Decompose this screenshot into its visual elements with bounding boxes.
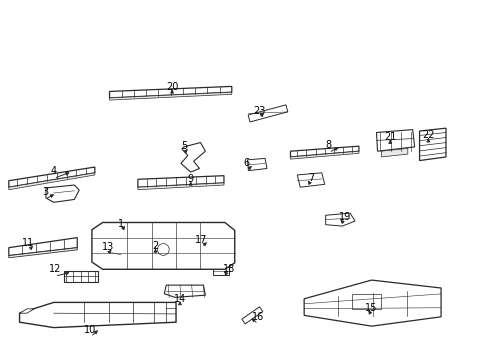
Text: 22: 22 — [421, 130, 434, 140]
Text: 17: 17 — [195, 235, 207, 245]
Polygon shape — [92, 222, 234, 269]
Text: 9: 9 — [187, 174, 193, 184]
Polygon shape — [290, 151, 358, 159]
Polygon shape — [9, 167, 95, 187]
Polygon shape — [376, 130, 414, 151]
Text: 13: 13 — [101, 242, 114, 252]
Text: 2: 2 — [152, 241, 158, 251]
Text: 21: 21 — [383, 132, 396, 142]
Text: 15: 15 — [365, 303, 377, 313]
Polygon shape — [304, 280, 440, 326]
Text: 3: 3 — [42, 187, 48, 197]
Polygon shape — [46, 185, 79, 202]
Text: 18: 18 — [222, 264, 235, 274]
Polygon shape — [181, 143, 205, 172]
Polygon shape — [9, 173, 95, 190]
Text: 10: 10 — [84, 325, 97, 335]
Ellipse shape — [150, 250, 159, 255]
Polygon shape — [9, 238, 77, 256]
Polygon shape — [242, 307, 262, 324]
Text: 6: 6 — [243, 158, 249, 168]
Text: 16: 16 — [251, 312, 264, 322]
Polygon shape — [208, 234, 226, 248]
Text: 20: 20 — [165, 82, 178, 92]
Bar — [351, 294, 381, 309]
Polygon shape — [107, 250, 125, 261]
Circle shape — [157, 244, 169, 255]
Polygon shape — [20, 302, 176, 328]
Polygon shape — [109, 92, 231, 100]
Text: 14: 14 — [173, 294, 186, 304]
Polygon shape — [138, 183, 224, 190]
Polygon shape — [138, 176, 224, 187]
Polygon shape — [213, 267, 228, 275]
Ellipse shape — [146, 237, 162, 247]
Text: 5: 5 — [181, 141, 186, 151]
Polygon shape — [247, 105, 287, 122]
Text: 19: 19 — [338, 212, 351, 222]
Text: 1: 1 — [118, 219, 124, 229]
Polygon shape — [164, 285, 205, 297]
Text: 11: 11 — [22, 238, 35, 248]
Text: 8: 8 — [325, 140, 331, 150]
Text: 7: 7 — [307, 173, 313, 183]
Polygon shape — [419, 128, 445, 161]
Polygon shape — [325, 213, 354, 226]
Polygon shape — [63, 271, 98, 282]
Text: 4: 4 — [51, 166, 57, 176]
Polygon shape — [297, 173, 324, 187]
Text: 12: 12 — [48, 264, 61, 274]
Polygon shape — [247, 158, 266, 171]
Polygon shape — [20, 309, 34, 313]
Text: 23: 23 — [252, 106, 265, 116]
Polygon shape — [109, 86, 231, 98]
Polygon shape — [290, 146, 358, 157]
Polygon shape — [9, 248, 77, 258]
Polygon shape — [381, 148, 407, 157]
